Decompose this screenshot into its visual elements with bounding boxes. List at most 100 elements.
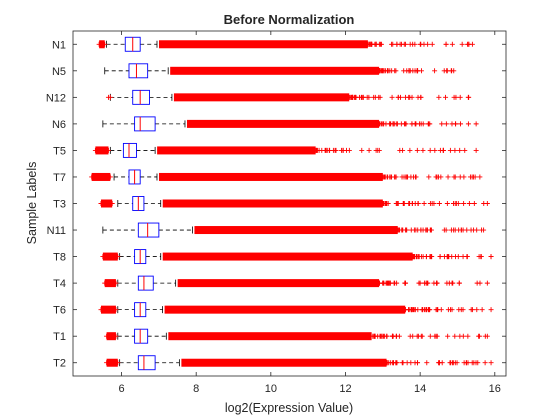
outlier-marker — [424, 307, 430, 313]
outlier-marker — [410, 254, 416, 260]
outlier-marker — [458, 121, 464, 127]
outlier-marker — [414, 147, 420, 153]
outlier-marker — [333, 147, 339, 153]
outlier-marker — [474, 307, 480, 313]
outlier-band-low — [100, 199, 113, 208]
outlier-marker — [484, 201, 490, 206]
outlier-marker — [96, 41, 102, 47]
outlier-band-high — [170, 66, 380, 75]
outlier-marker — [98, 201, 104, 206]
outlier-marker — [456, 307, 462, 313]
x-tick-label: 8 — [193, 383, 199, 395]
outlier-marker — [417, 280, 423, 286]
x-tick-labels: 6 8 10 12 14 16 — [118, 31, 501, 395]
outlier-marker — [359, 94, 365, 100]
outlier-marker — [390, 41, 396, 47]
y-tick-label: N6 — [52, 119, 66, 131]
y-axis-label: Sample Labels — [25, 162, 39, 245]
outlier-marker — [89, 174, 95, 180]
outlier-marker — [474, 280, 480, 286]
outlier-marker — [460, 307, 466, 313]
outlier-marker — [396, 333, 402, 339]
box-iqr — [128, 63, 149, 79]
box-iqr — [137, 355, 156, 371]
outlier-marker — [401, 201, 407, 206]
outlier-marker — [466, 94, 472, 100]
outlier-marker — [115, 360, 121, 366]
outlier-band-low — [106, 358, 118, 367]
outlier-marker — [359, 147, 365, 153]
outlier-marker — [408, 360, 414, 366]
box-t3 — [98, 196, 490, 211]
outlier-marker — [403, 280, 409, 286]
outlier-marker — [488, 360, 494, 366]
outlier-marker — [457, 94, 463, 100]
outlier-marker — [427, 147, 433, 153]
outlier-marker — [473, 121, 479, 127]
outlier-marker — [431, 280, 437, 286]
outlier-marker — [445, 333, 451, 339]
box-t5 — [92, 142, 479, 158]
outlier-marker — [403, 41, 409, 47]
outlier-marker — [484, 333, 490, 339]
outlier-marker — [397, 41, 403, 47]
outlier-marker — [457, 333, 463, 339]
outlier-marker — [104, 360, 110, 366]
outlier-band-high — [164, 305, 406, 314]
outlier-marker — [402, 94, 408, 100]
outlier-marker — [378, 68, 384, 74]
outlier-marker — [415, 68, 421, 74]
x-tick-label: 16 — [489, 383, 501, 395]
outlier-marker — [414, 360, 420, 366]
y-tick-label: N12 — [46, 92, 66, 104]
outlier-marker — [366, 94, 372, 100]
outlier-marker — [92, 147, 98, 153]
outlier-marker — [437, 254, 443, 260]
outlier-marker — [488, 307, 494, 313]
outlier-marker — [395, 94, 401, 100]
y-tick-labels: N1 N5 N12 N6 T5 T7 T3 N11 T8 T4 T6 T1 T2 — [46, 39, 506, 370]
outlier-marker — [107, 174, 113, 180]
outlier-marker — [433, 174, 439, 180]
outlier-marker — [436, 360, 442, 366]
outlier-marker — [371, 94, 377, 100]
outlier-marker — [456, 280, 462, 286]
outlier-band-high — [157, 146, 316, 155]
outlier-marker — [476, 254, 482, 260]
outlier-marker — [394, 201, 400, 206]
outlier-marker — [382, 68, 388, 74]
outlier-marker — [397, 227, 403, 233]
box-n11 — [102, 222, 487, 238]
outlier-marker — [392, 68, 398, 74]
outlier-marker — [420, 121, 426, 127]
box-n6 — [102, 116, 479, 132]
outlier-band-high — [162, 252, 413, 261]
outlier-marker — [418, 94, 424, 100]
outlier-marker — [380, 280, 386, 286]
outlier-marker — [446, 280, 452, 286]
outlier-marker — [443, 94, 449, 100]
outlier-marker — [421, 201, 427, 206]
outlier-marker — [465, 333, 471, 339]
outlier-marker — [347, 94, 353, 100]
x-axis-label: log2(Expression Value) — [225, 401, 353, 415]
outlier-marker — [440, 147, 446, 153]
outlier-marker — [389, 94, 395, 100]
y-tick-label: N1 — [52, 39, 66, 51]
outlier-marker — [447, 147, 453, 153]
box-t7 — [89, 169, 483, 185]
outlier-marker — [389, 333, 395, 339]
outlier-marker — [425, 280, 431, 286]
outlier-marker — [407, 41, 413, 47]
outlier-marker — [385, 280, 391, 286]
outlier-marker — [471, 201, 477, 206]
outlier-marker — [412, 121, 418, 127]
x-tick-label: 6 — [118, 383, 124, 395]
y-tick-label: T6 — [53, 305, 66, 317]
outlier-marker — [433, 333, 439, 339]
outlier-marker — [368, 41, 374, 47]
box-iqr — [122, 142, 137, 158]
outlier-marker — [343, 147, 349, 153]
box-t1 — [104, 328, 490, 344]
outlier-marker — [451, 174, 457, 180]
